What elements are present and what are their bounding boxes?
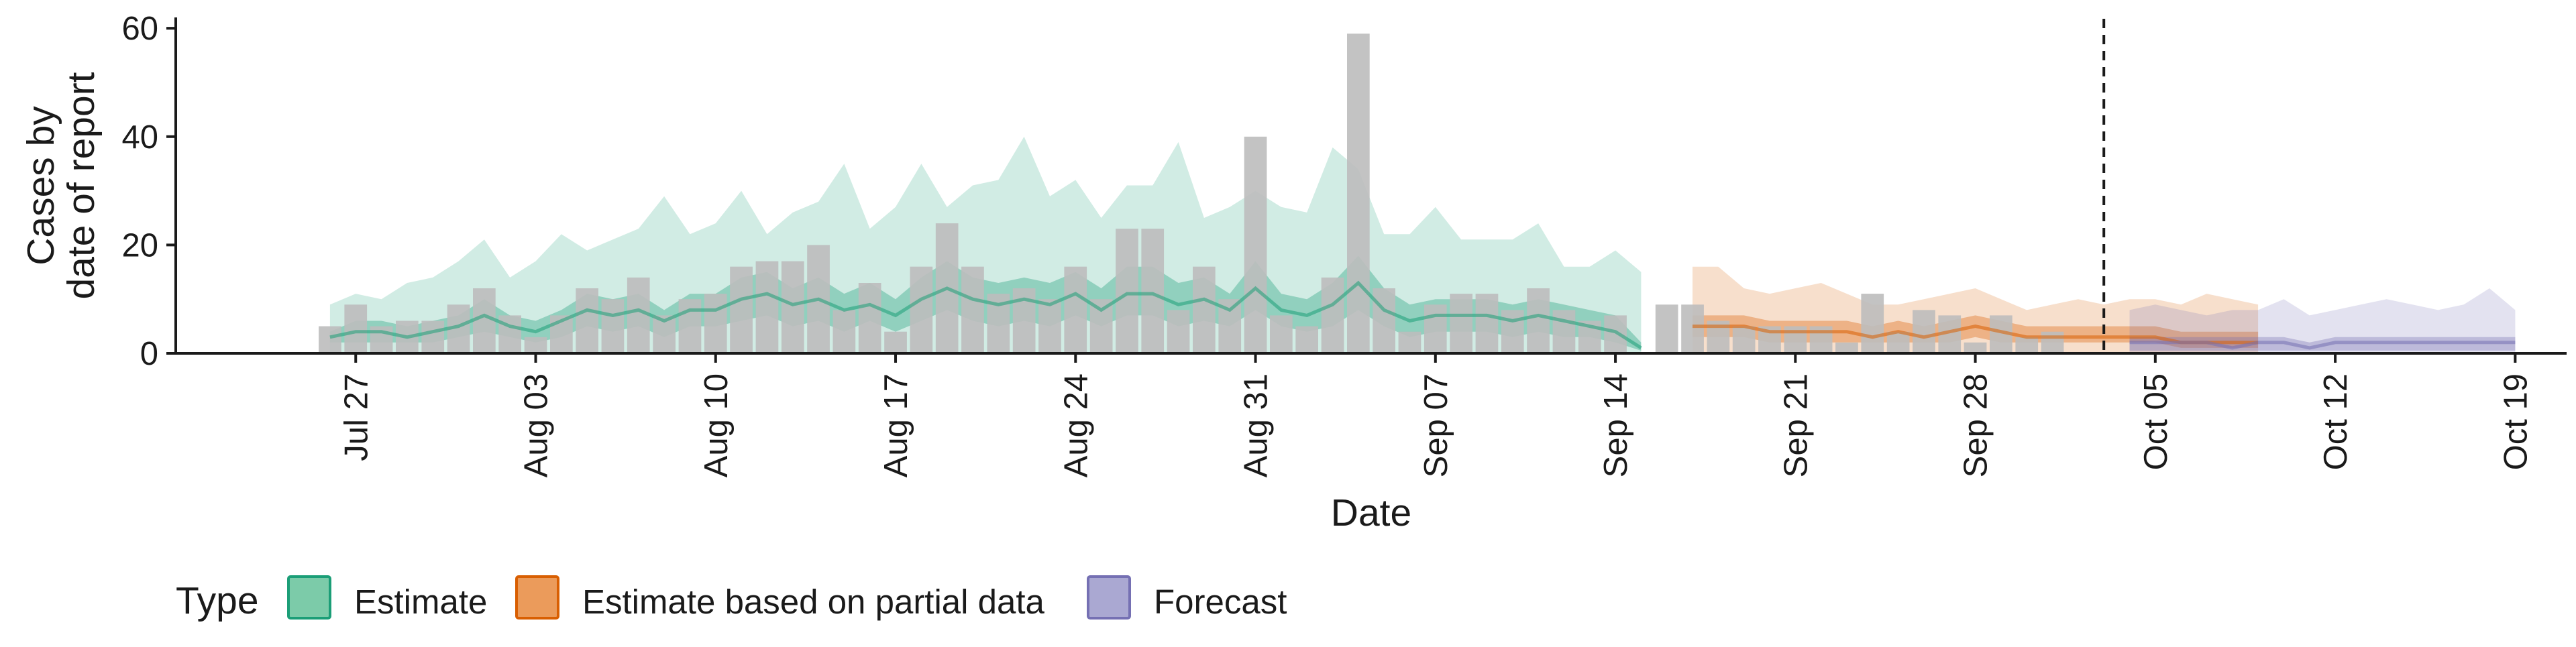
legend: Type Estimate Estimate based on partial da… (176, 575, 1287, 622)
reported-cases-bar (473, 288, 496, 353)
reported-cases-bar (1398, 331, 1421, 353)
legend-swatch-2 (1087, 575, 1131, 620)
legend-label-2: Forecast (1154, 583, 1287, 621)
legend-label-1: Estimate based on partial data (582, 583, 1045, 621)
estimate-band-90 (329, 136, 1642, 354)
reported-cases-bar (1964, 342, 1987, 353)
reported-cases-bar (1450, 294, 1472, 353)
reported-cases-bar (1321, 277, 1344, 353)
reported-cases-bar (1913, 310, 1935, 353)
reported-cases-bar (1655, 304, 1678, 353)
reported-cases-bar (601, 299, 625, 353)
legend-swatch-0 (287, 575, 331, 620)
reported-cases-bar (576, 288, 598, 353)
reported-cases-bar (1681, 304, 1704, 353)
x-tick-label: Jul 27 (338, 373, 374, 461)
reported-cases-bar (2015, 337, 2039, 353)
reported-cases-bar (1552, 310, 1576, 353)
axes: 0 20 40 60 Cases bydate of report Jul 27 Aug 0… (19, 11, 2567, 534)
reported-cases-bar (1886, 331, 1910, 353)
y-tick-label: 40 (121, 119, 158, 156)
y-axis-label-line: date of report (60, 72, 103, 299)
y-axis-label: Cases bydate of report (19, 72, 103, 299)
reported-cases-bar (1064, 266, 1087, 353)
reported-cases-bar (704, 294, 727, 353)
reported-cases-bar (1193, 266, 1216, 353)
y-tick-label: 0 (140, 336, 158, 372)
y-axis-label-line: Cases by (19, 106, 62, 266)
x-tick-label: Aug 31 (1238, 373, 1275, 477)
x-tick-label: Sep 28 (1958, 373, 1994, 477)
partial-band-50 (1693, 315, 2259, 348)
reported-cases-bar (1475, 294, 1499, 353)
reported-cases-bar (1424, 304, 1447, 353)
y-tick-label: 60 (121, 11, 158, 47)
reported-cases-bar (627, 277, 650, 353)
reported-cases-bar (1604, 315, 1627, 353)
x-tick-label: Sep 07 (1418, 373, 1454, 477)
x-tick-label: Oct 05 (2138, 373, 2174, 470)
reported-cases-bars (319, 34, 2064, 354)
reported-cases-bar (1527, 288, 1550, 353)
reported-cases-bar (961, 266, 984, 353)
reported-cases-bar (1501, 310, 1524, 353)
reported-cases-bar (730, 266, 753, 353)
reported-cases-bar (344, 304, 368, 353)
forecast-median-line (2129, 341, 2516, 350)
forecast-band-90 (2129, 288, 2516, 353)
reported-cases-bar (1089, 299, 1113, 353)
reported-cases-bar (1141, 229, 1165, 353)
reported-cases-bar (319, 326, 341, 353)
y-tick-label: 20 (121, 227, 158, 263)
reported-cases-bar (1116, 229, 1138, 353)
legend-title: Type (176, 579, 259, 622)
x-tick-label: Aug 10 (698, 373, 735, 477)
reported-cases-bar (1732, 326, 1756, 353)
reported-cases-bar (1835, 342, 1858, 353)
median-lines (329, 280, 2516, 350)
x-tick-label: Aug 03 (519, 373, 555, 477)
reported-cases-bar (1270, 315, 1293, 353)
reported-cases-bar (1861, 294, 1884, 353)
reported-cases-bar (858, 283, 881, 353)
x-axis-label: Date (1331, 491, 1411, 534)
reported-cases-bar (524, 337, 547, 353)
reported-cases-bar (1167, 310, 1190, 353)
estimate-median-line (329, 280, 1642, 350)
reported-cases-bar (1347, 34, 1370, 353)
x-tick-label: Oct 19 (2498, 373, 2534, 470)
reported-cases-bar (678, 299, 702, 353)
reported-cases-bar (1373, 288, 1395, 353)
partial-median-line (1693, 325, 2259, 345)
legend-swatch-1 (515, 575, 559, 620)
x-tick-label: Oct 12 (2318, 373, 2354, 470)
reported-cases-bar (421, 320, 445, 353)
reported-cases-bar (755, 261, 779, 353)
x-tick-label: Sep 21 (1778, 373, 1814, 477)
reported-cases-bar (833, 310, 856, 353)
reported-cases-bar (884, 331, 907, 353)
reported-cases-bar (781, 261, 804, 353)
legend-label-0: Estimate (354, 583, 487, 621)
reported-cases-bar (1244, 136, 1267, 354)
reported-cases-bar (1038, 299, 1061, 353)
x-tick-label: Aug 17 (878, 373, 914, 477)
reported-cases-bar (2041, 331, 2064, 353)
reported-cases-bar (910, 266, 933, 353)
x-tick-label: Sep 14 (1598, 373, 1634, 477)
reported-cases-bar (1295, 326, 1318, 353)
x-tick-label: Aug 24 (1058, 373, 1094, 477)
